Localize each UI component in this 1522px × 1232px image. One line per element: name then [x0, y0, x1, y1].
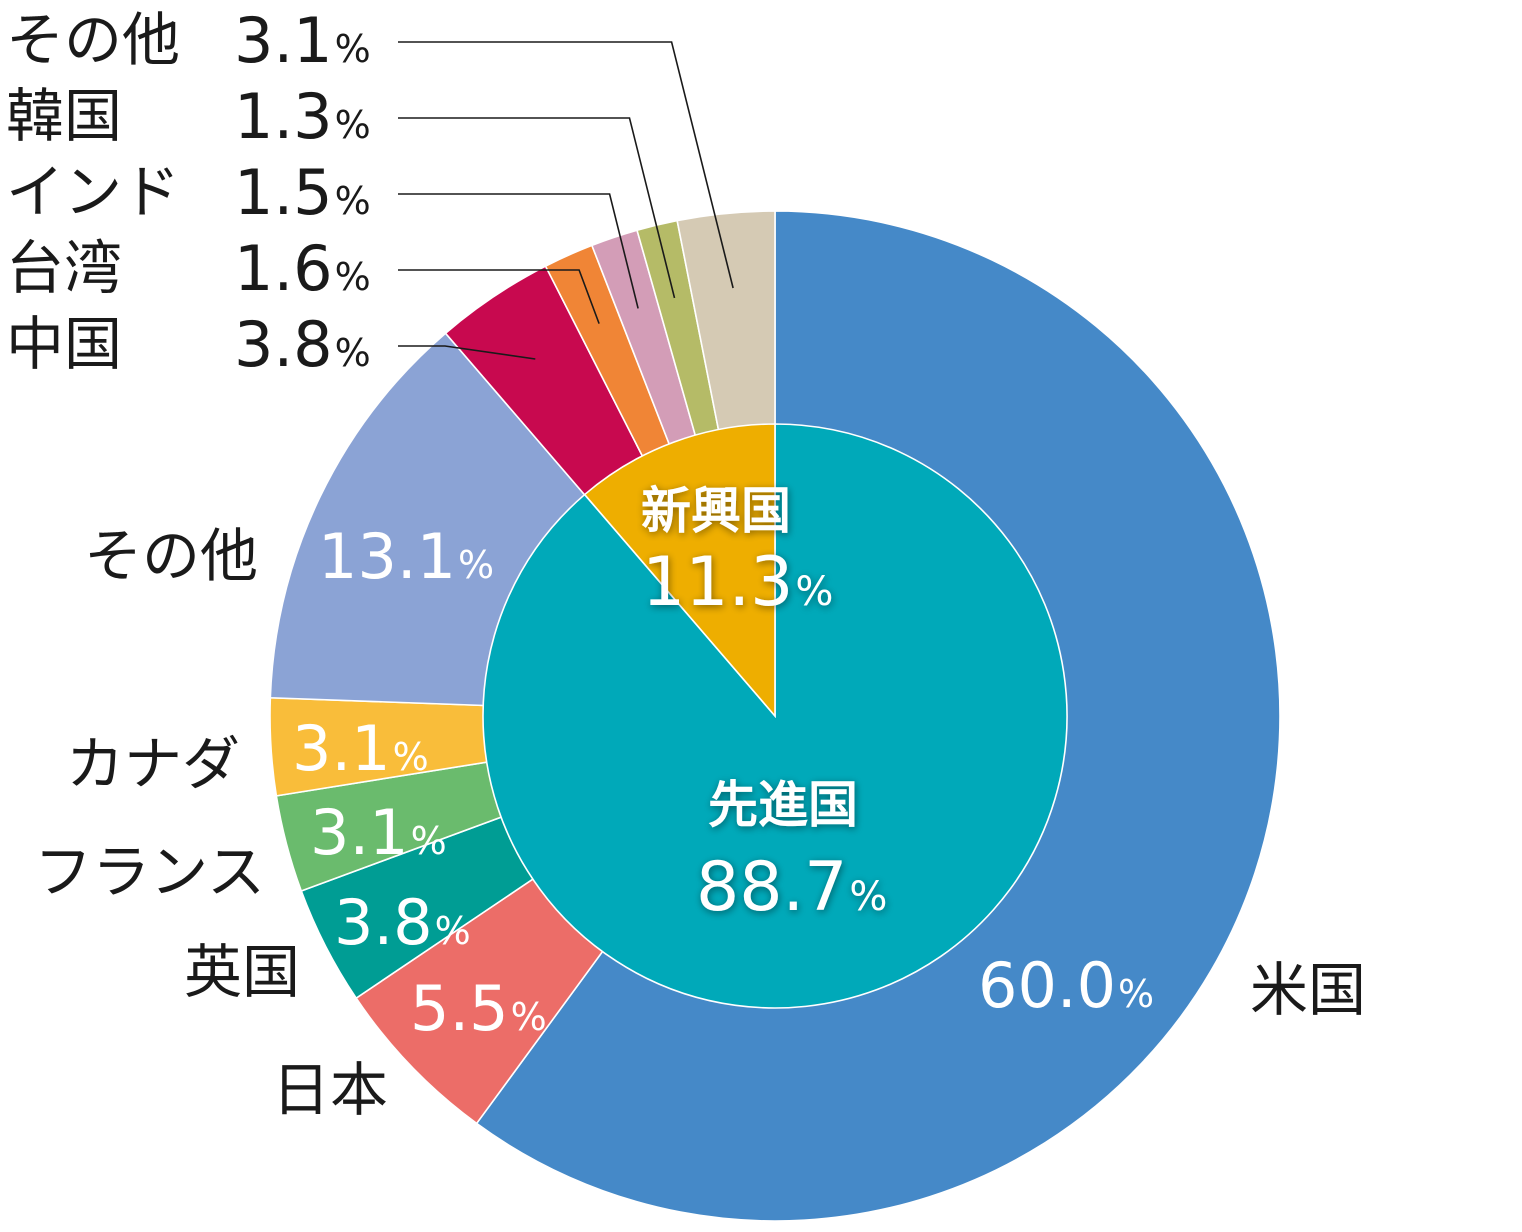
- inner-ring: [482, 423, 1068, 1009]
- legend-value-6-unit: %: [335, 331, 371, 375]
- outer-value-2-number: 3.8: [334, 886, 433, 959]
- legend-value-6-number: 3.8: [234, 308, 333, 381]
- leader-lines: [398, 41, 734, 360]
- outer-name-5: その他: [84, 522, 258, 590]
- legend-value-8: 1.5%: [234, 156, 371, 229]
- outer-value-1: 5.5%: [410, 972, 547, 1045]
- inner-slice-1-新興国: [583, 423, 776, 719]
- leader-line-7: [398, 269, 600, 324]
- inner-name-1: 新興国: [641, 482, 791, 540]
- labels: 60.0% 米国 5.5% 日本 3.8% 英国 3.1% フランス 3.1% カナダ 13.1% そ…: [6, 4, 1366, 1124]
- outer-value-3: 3.1%: [310, 796, 447, 869]
- outer-value-3-number: 3.1: [310, 796, 409, 869]
- outer-value-5: 13.1%: [318, 520, 494, 593]
- inner-value-0: 88.7%: [696, 848, 887, 927]
- outer-value-4: 3.1%: [292, 712, 429, 785]
- legend-name-7: 台湾: [6, 234, 122, 302]
- legend-value-7-number: 1.6: [234, 232, 333, 305]
- outer-value-4-unit: %: [393, 735, 429, 779]
- leader-line-6: [398, 345, 536, 360]
- outer-value-5-unit: %: [458, 543, 494, 587]
- outer-value-0-unit: %: [1118, 972, 1154, 1016]
- outer-value-0-number: 60.0: [978, 949, 1116, 1022]
- outer-value-2-unit: %: [435, 909, 471, 953]
- legend-value-9-number: 1.3: [234, 80, 333, 153]
- legend-name-9: 韓国: [6, 82, 122, 150]
- outer-value-0: 60.0%: [978, 949, 1154, 1022]
- legend-value-10-unit: %: [335, 27, 371, 71]
- outer-name-4: カナダ: [66, 730, 240, 798]
- outer-name-3: フランス: [34, 838, 265, 906]
- legend-value-8-number: 1.5: [234, 156, 333, 229]
- legend-value-9: 1.3%: [234, 80, 371, 153]
- outer-value-1-number: 5.5: [410, 972, 509, 1045]
- inner-value-1: 11.3%: [642, 543, 833, 622]
- outer-value-3-unit: %: [411, 819, 447, 863]
- inner-value-1-number: 11.3: [642, 543, 793, 622]
- leader-line-10: [398, 41, 734, 289]
- leader-line-8: [398, 193, 639, 309]
- inner-value-0-number: 88.7: [696, 848, 847, 927]
- legend-name-10: その他: [6, 6, 180, 74]
- inner-value-1-unit: %: [795, 569, 833, 615]
- outer-value-1-unit: %: [511, 995, 547, 1039]
- outer-name-2: 英国: [184, 938, 300, 1006]
- inner-name-0: 先進国: [708, 776, 858, 834]
- outer-value-4-number: 3.1: [292, 712, 391, 785]
- outer-value-5-number: 13.1: [318, 520, 456, 593]
- legend-value-9-unit: %: [335, 103, 371, 147]
- legend-value-10-number: 3.1: [234, 4, 333, 77]
- legend-value-8-unit: %: [335, 179, 371, 223]
- legend-value-10: 3.1%: [234, 4, 371, 77]
- legend-value-6: 3.8%: [234, 308, 371, 381]
- legend-name-6: 中国: [6, 310, 122, 378]
- leader-line-9: [398, 117, 676, 299]
- legend-value-7: 1.6%: [234, 232, 371, 305]
- legend-value-7-unit: %: [335, 255, 371, 299]
- outer-name-1: 日本: [272, 1056, 388, 1124]
- outer-value-2: 3.8%: [334, 886, 471, 959]
- outer-name-0: 米国: [1250, 956, 1366, 1024]
- inner-value-0-unit: %: [849, 874, 887, 920]
- legend-name-8: インド: [6, 158, 180, 226]
